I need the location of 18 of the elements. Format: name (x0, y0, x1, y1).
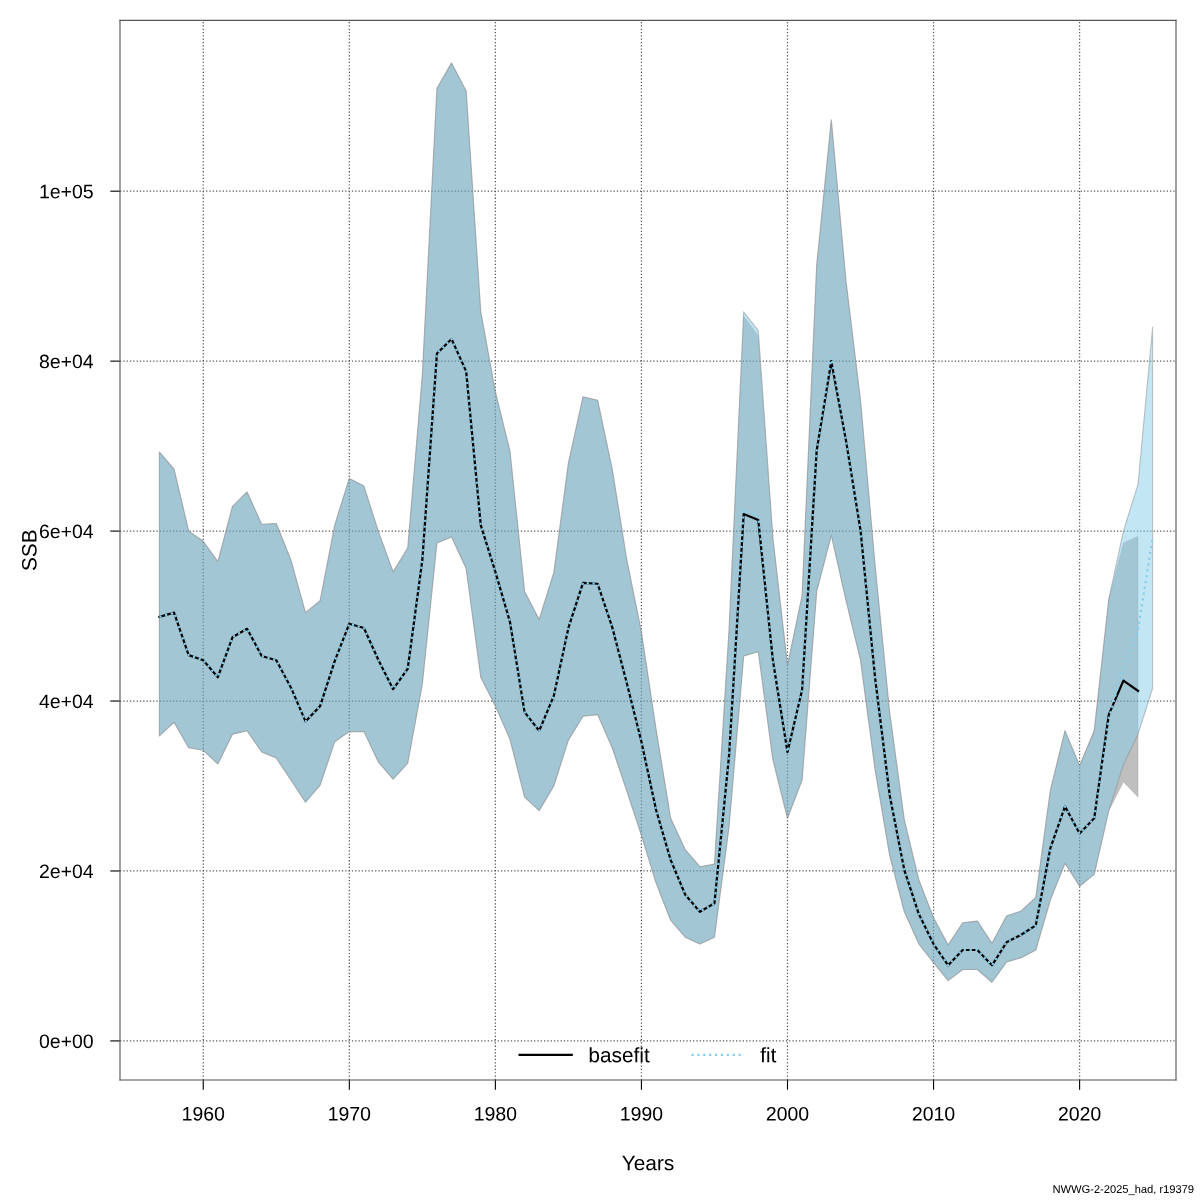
legend-label: fit (760, 1047, 777, 1063)
y-axis-title: SSB (21, 530, 37, 571)
y-tick-label: 6e+04 (39, 524, 94, 539)
x-tick-label: 2020 (1058, 1106, 1101, 1121)
y-tick-label: 0e+00 (39, 1034, 93, 1049)
x-tick-label: 2010 (912, 1106, 955, 1121)
y-tick-label: 4e+04 (39, 694, 94, 709)
x-tick-label: 1970 (329, 1106, 371, 1121)
x-tick-label: 1990 (621, 1106, 663, 1121)
text: NWWG-2-2025_had, r19379 (1053, 1184, 1194, 1196)
x-tick-label: 1980 (475, 1106, 517, 1121)
x-tick-label: 1960 (183, 1106, 225, 1121)
x-tick-label: 2000 (766, 1106, 809, 1121)
y-tick-label: 2e+04 (39, 864, 94, 879)
x-axis-title: Years (622, 1155, 674, 1171)
y-tick-label: 8e+04 (39, 354, 94, 369)
y-tick-label: 1e+05 (40, 184, 93, 199)
legend-label: basefit (589, 1047, 650, 1063)
